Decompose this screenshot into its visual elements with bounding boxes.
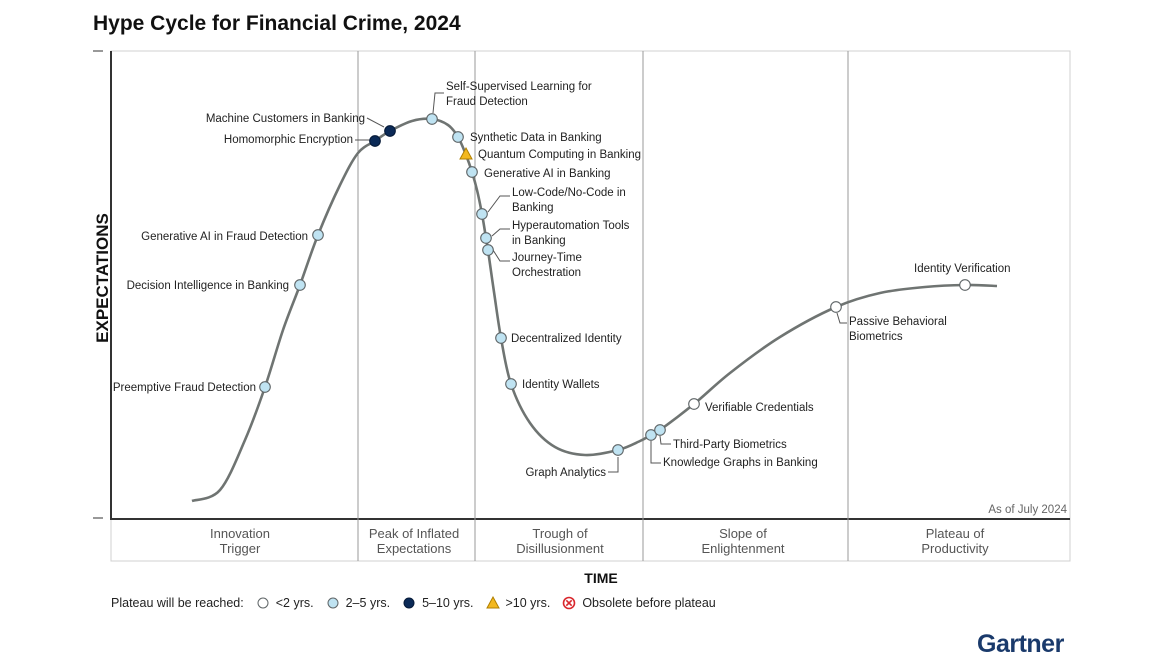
legend-title: Plateau will be reached: [111,596,244,610]
leader-line [836,312,847,324]
technology-label: Identity Verification [914,263,1011,275]
technology-label: Journey-Time Orchestration [512,252,582,279]
technology-marker [312,229,324,241]
technology-marker [294,279,306,291]
technology-label: Synthetic Data in Banking [470,132,602,144]
legend-label: <2 yrs. [275,596,314,610]
phase-label: Trough of Disillusionment [516,526,604,556]
legend-item: 2–5 yrs. [326,596,390,610]
technology-marker [688,398,700,410]
leader-line [432,92,444,114]
technology-label: Decision Intelligence in Banking [127,280,289,292]
technology-label: Preemptive Fraud Detection [113,382,256,394]
technology-label: Homomorphic Encryption [224,134,353,146]
technology-label: Graph Analytics [525,467,606,479]
technology-marker [959,279,971,291]
technology-marker [426,113,438,125]
legend-items: <2 yrs. 2–5 yrs. 5–10 yrs. >10 yrs. Obsolete… [244,596,716,610]
technology-marker [480,232,492,244]
legend-item: 5–10 yrs. [402,596,474,610]
technology-marker [505,378,517,390]
phase-label: Slope of Enlightenment [701,526,784,556]
leader-line [492,249,510,262]
technology-label: Verifiable Credentials [705,402,814,414]
technology-marker [459,146,473,160]
as-of-note: As of July 2024 [988,504,1067,516]
legend-item: <2 yrs. [256,596,314,610]
gartner-logo: Gartner [977,630,1064,658]
y-axis-label: EXPECTATIONS [93,213,112,343]
legend-label: >10 yrs. [505,596,551,610]
technology-label: Hyperautomation Tools in Banking [512,220,630,247]
technology-marker [645,429,657,441]
technology-marker [369,135,381,147]
leader-line [366,117,385,128]
legend-item: >10 yrs. [485,596,551,610]
legend: Plateau will be reached: <2 yrs. 2–5 yrs.… [111,596,716,610]
technology-marker [654,424,666,436]
phase-dividers [357,51,849,561]
leader-line [487,195,510,213]
phase-labels: Innovation Trigger Peak of Inflated Expecta… [210,526,989,556]
legend-label: 5–10 yrs. [422,596,474,610]
phase-label: Peak of Inflated Expectations [369,526,459,556]
legend-symbol [257,597,269,609]
legend-symbol [327,597,339,609]
legend-symbol [563,596,576,610]
technology-label: Knowledge Graphs in Banking [663,457,818,469]
technology-marker [466,166,478,178]
leader-line [659,435,671,445]
technology-label: Self-Supervised Learning for Fraud Detect… [446,81,592,108]
technology-label: Identity Wallets [522,379,600,391]
technology-markers: Preemptive Fraud Detection Decision Intel… [113,81,1011,479]
legend-symbol [403,597,415,609]
technology-marker [384,125,396,137]
technology-marker [476,208,488,220]
technology-marker [612,444,624,456]
technology-label: Low-Code/No-Code in Banking [512,187,626,214]
technology-label: Passive Behavioral Biometrics [849,316,947,343]
technology-label: Third-Party Biometrics [673,439,787,451]
phase-label: Innovation Trigger [210,526,270,556]
leader-line [608,457,619,473]
chart-title: Hype Cycle for Financial Crime, 2024 [93,12,461,35]
legend-symbol [485,596,500,609]
technology-label: Machine Customers in Banking [206,113,365,125]
phase-label: Plateau of Productivity [921,526,989,556]
technology-label: Quantum Computing in Banking [478,149,641,161]
technology-marker [495,332,507,344]
legend-item: Obsolete before plateau [562,596,716,610]
leader-line [650,441,661,464]
technology-label: Generative AI in Fraud Detection [141,231,308,243]
legend-label: 2–5 yrs. [345,596,391,610]
x-axis-label: TIME [584,570,617,586]
leader-line [491,228,510,237]
technology-marker [830,301,842,313]
technology-label: Generative AI in Banking [484,168,611,180]
technology-label: Decentralized Identity [511,333,622,345]
technology-marker [452,131,464,143]
technology-marker [259,381,271,393]
legend-label: Obsolete before plateau [582,596,716,610]
technology-marker [482,244,494,256]
